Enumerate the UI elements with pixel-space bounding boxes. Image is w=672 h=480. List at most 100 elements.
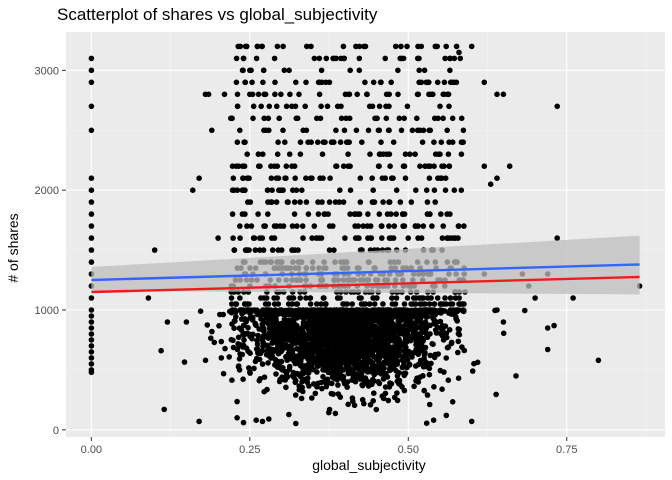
scatter-point xyxy=(365,127,372,134)
scatter-point xyxy=(347,336,353,343)
scatter-point xyxy=(249,79,255,86)
scatter-point xyxy=(261,223,267,229)
scatter-point xyxy=(342,235,348,241)
scatter-point xyxy=(407,321,414,327)
scatter-point xyxy=(289,330,296,336)
scatter-point xyxy=(342,340,349,346)
scatter-point xyxy=(296,307,302,313)
scatter-point xyxy=(88,325,95,331)
scatter-point xyxy=(237,307,244,313)
scatter-point xyxy=(88,331,95,337)
scatter-point xyxy=(242,211,248,217)
scatter-point xyxy=(291,358,297,364)
scatter-point xyxy=(318,307,324,313)
scatter-point xyxy=(243,317,249,324)
scatter-point xyxy=(88,307,95,313)
scatter-point xyxy=(427,331,433,337)
scatter-point xyxy=(259,348,266,354)
linear-fit-line xyxy=(91,275,640,294)
scatter-point xyxy=(88,235,95,241)
scatter-point xyxy=(426,175,433,181)
scatter-point xyxy=(384,311,390,318)
scatter-point xyxy=(300,366,306,372)
scatter-point xyxy=(376,211,383,217)
scatter-point xyxy=(379,175,386,181)
scatter-point xyxy=(271,295,277,301)
scatter-point xyxy=(353,371,360,378)
scatter-point xyxy=(348,320,355,327)
scatter-point xyxy=(364,331,370,337)
scatter-point xyxy=(404,43,410,50)
scatter-point xyxy=(283,325,289,332)
scatter-point xyxy=(340,43,347,50)
scatter-point xyxy=(340,55,347,62)
scatter-point xyxy=(304,375,311,382)
scatter-point xyxy=(247,370,253,376)
scatter-point xyxy=(205,91,212,98)
scatter-point xyxy=(250,103,257,110)
scatter-point xyxy=(379,393,386,400)
scatter-point xyxy=(368,344,375,351)
scatter-point xyxy=(468,418,475,425)
scatter-point xyxy=(306,383,312,389)
scatter-point xyxy=(285,199,291,205)
scatter-point xyxy=(422,344,429,351)
scatter-point xyxy=(438,211,444,217)
y-axis-ticks: 0 1000 2000 3000 xyxy=(35,65,66,437)
scatter-point xyxy=(399,384,405,390)
scatter-point xyxy=(301,319,308,326)
scatter-point xyxy=(315,79,322,86)
scatter-point xyxy=(307,295,314,301)
scatter-point xyxy=(88,175,95,181)
scatter-point xyxy=(307,175,314,181)
scatter-point xyxy=(413,187,419,193)
scatter-point xyxy=(272,325,279,332)
scatter-point xyxy=(241,301,248,307)
scatter-point xyxy=(307,301,314,307)
scatter-point xyxy=(493,391,499,398)
scatter-point xyxy=(398,55,405,62)
scatter-point xyxy=(338,307,345,313)
scatter-point xyxy=(402,370,409,377)
scatter-point xyxy=(455,223,462,229)
scatter-point xyxy=(443,43,450,50)
scatter-point xyxy=(432,43,439,50)
scatter-point xyxy=(440,223,447,229)
scatter-point xyxy=(418,358,425,364)
scatter-point xyxy=(316,91,323,98)
scatter-point xyxy=(331,334,338,340)
scatter-point xyxy=(357,199,364,205)
scatter-point xyxy=(243,307,249,313)
scatter-point xyxy=(421,67,428,74)
scatter-point xyxy=(481,79,488,86)
scatter-point xyxy=(218,355,225,361)
scatter-point xyxy=(394,397,401,404)
x-tick-label: 0.25 xyxy=(239,444,260,456)
scatter-point xyxy=(291,211,298,217)
scatter-point xyxy=(308,348,315,354)
scatter-point xyxy=(393,211,400,217)
scatter-point xyxy=(345,354,352,361)
scatter-point xyxy=(241,139,247,145)
scatter-point xyxy=(348,308,355,314)
scatter-point xyxy=(240,187,246,193)
scatter-point xyxy=(309,235,315,241)
scatter-point xyxy=(259,43,265,50)
scatter-point xyxy=(231,325,237,332)
scatter-point xyxy=(337,187,343,193)
scatter-point xyxy=(263,295,270,301)
scatter-point xyxy=(318,301,325,307)
scatter-point xyxy=(251,235,258,241)
scatter-point xyxy=(251,307,258,313)
scatter-point xyxy=(444,211,450,217)
scatter-point xyxy=(258,103,265,110)
scatter-point xyxy=(345,325,351,332)
scatter-point xyxy=(396,346,403,352)
scatter-point xyxy=(415,348,422,354)
scatter-point xyxy=(425,163,432,169)
scatter-point xyxy=(382,340,389,346)
scatter-point xyxy=(442,55,448,62)
scatter-point xyxy=(431,139,437,145)
scatter-point xyxy=(254,341,261,348)
scatter-point xyxy=(355,332,361,339)
